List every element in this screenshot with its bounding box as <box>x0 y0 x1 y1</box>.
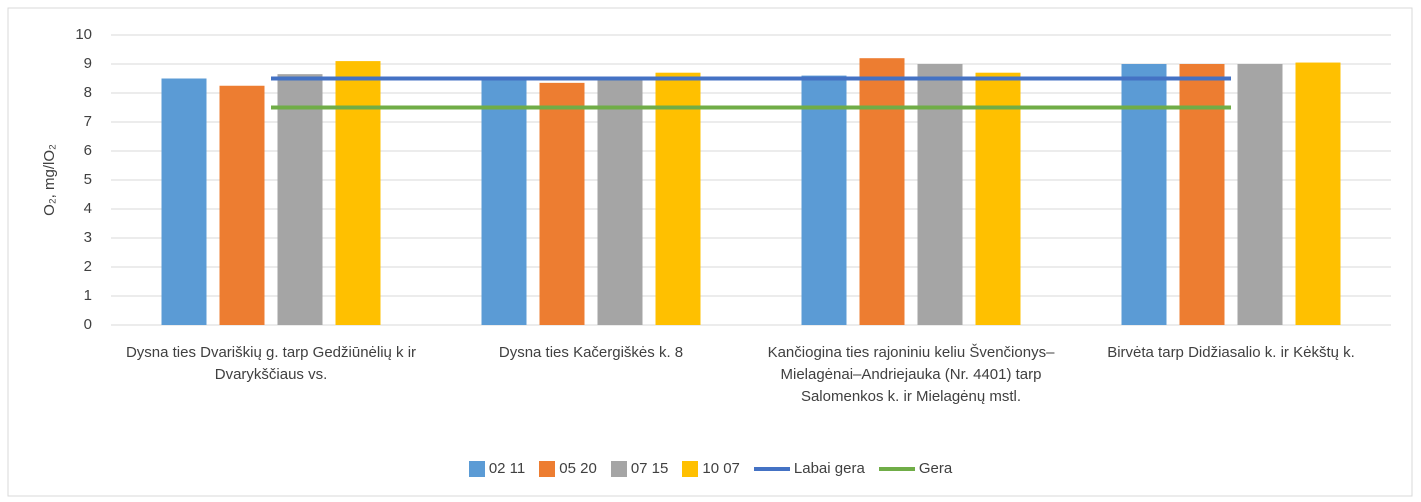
bar <box>1237 64 1283 325</box>
y-tick-label: 0 <box>84 316 92 333</box>
legend-swatch <box>468 460 485 477</box>
legend-label: 10 07 <box>702 460 740 477</box>
y-tick-label: 3 <box>84 229 92 246</box>
bar <box>801 75 847 325</box>
y-tick-label: 7 <box>84 113 92 130</box>
y-tick-label: 8 <box>84 84 92 101</box>
legend-item: 02 11 <box>468 460 526 477</box>
legend-swatch <box>539 460 556 477</box>
legend-label: 05 20 <box>559 460 597 477</box>
legend-item: 10 07 <box>682 460 740 477</box>
bar <box>655 72 701 325</box>
y-tick-label: 5 <box>84 171 92 188</box>
chart-border <box>7 7 1413 497</box>
y-tick-label: 4 <box>84 200 92 217</box>
y-tick-label: 6 <box>84 142 92 159</box>
bar <box>335 61 381 325</box>
legend-item: Gera <box>878 460 953 477</box>
x-tick-label: Kančiogina ties rajoniniu keliu Švenčion… <box>767 344 1055 405</box>
y-axis-label: O₂, mg/lO₂ <box>41 144 58 216</box>
bar <box>1295 62 1341 326</box>
bar <box>859 58 905 325</box>
legend-label: Labai gera <box>793 460 865 477</box>
y-tick-label: 2 <box>84 258 92 275</box>
bar <box>539 82 585 325</box>
bar <box>1121 64 1167 325</box>
y-tick-label: 10 <box>75 26 92 43</box>
legend-swatch <box>610 460 627 477</box>
x-tick-label: Dysna ties Dvariškių g. tarp Gedžiūnėlių… <box>125 344 417 383</box>
y-tick-label: 1 <box>84 287 92 304</box>
bar <box>219 85 265 325</box>
x-tick-label: Birvėta tarp Didžiasalio k. ir Kėkštų k. <box>1107 344 1355 361</box>
bar <box>481 78 527 325</box>
y-tick-label: 9 <box>84 55 92 72</box>
legend-swatch <box>878 466 915 471</box>
legend-item: 05 20 <box>539 460 597 477</box>
bar <box>917 64 963 325</box>
bar <box>1179 64 1225 325</box>
legend-label: 07 15 <box>630 460 669 477</box>
legend: 02 11 05 20 07 15 10 07 Labai gera Gera <box>0 460 1421 477</box>
legend-label: Gera <box>918 460 953 477</box>
bar <box>161 78 207 325</box>
legend-item: Labai gera <box>753 460 865 477</box>
legend-label: 02 11 <box>488 460 526 477</box>
legend-swatch <box>753 466 790 471</box>
legend-item: 07 15 <box>610 460 669 477</box>
bar <box>975 72 1021 325</box>
bar <box>277 74 323 326</box>
legend-swatch <box>682 460 699 477</box>
bar <box>597 78 643 325</box>
x-tick-label: Dysna ties Kačergiškės k. 8 <box>498 344 684 361</box>
